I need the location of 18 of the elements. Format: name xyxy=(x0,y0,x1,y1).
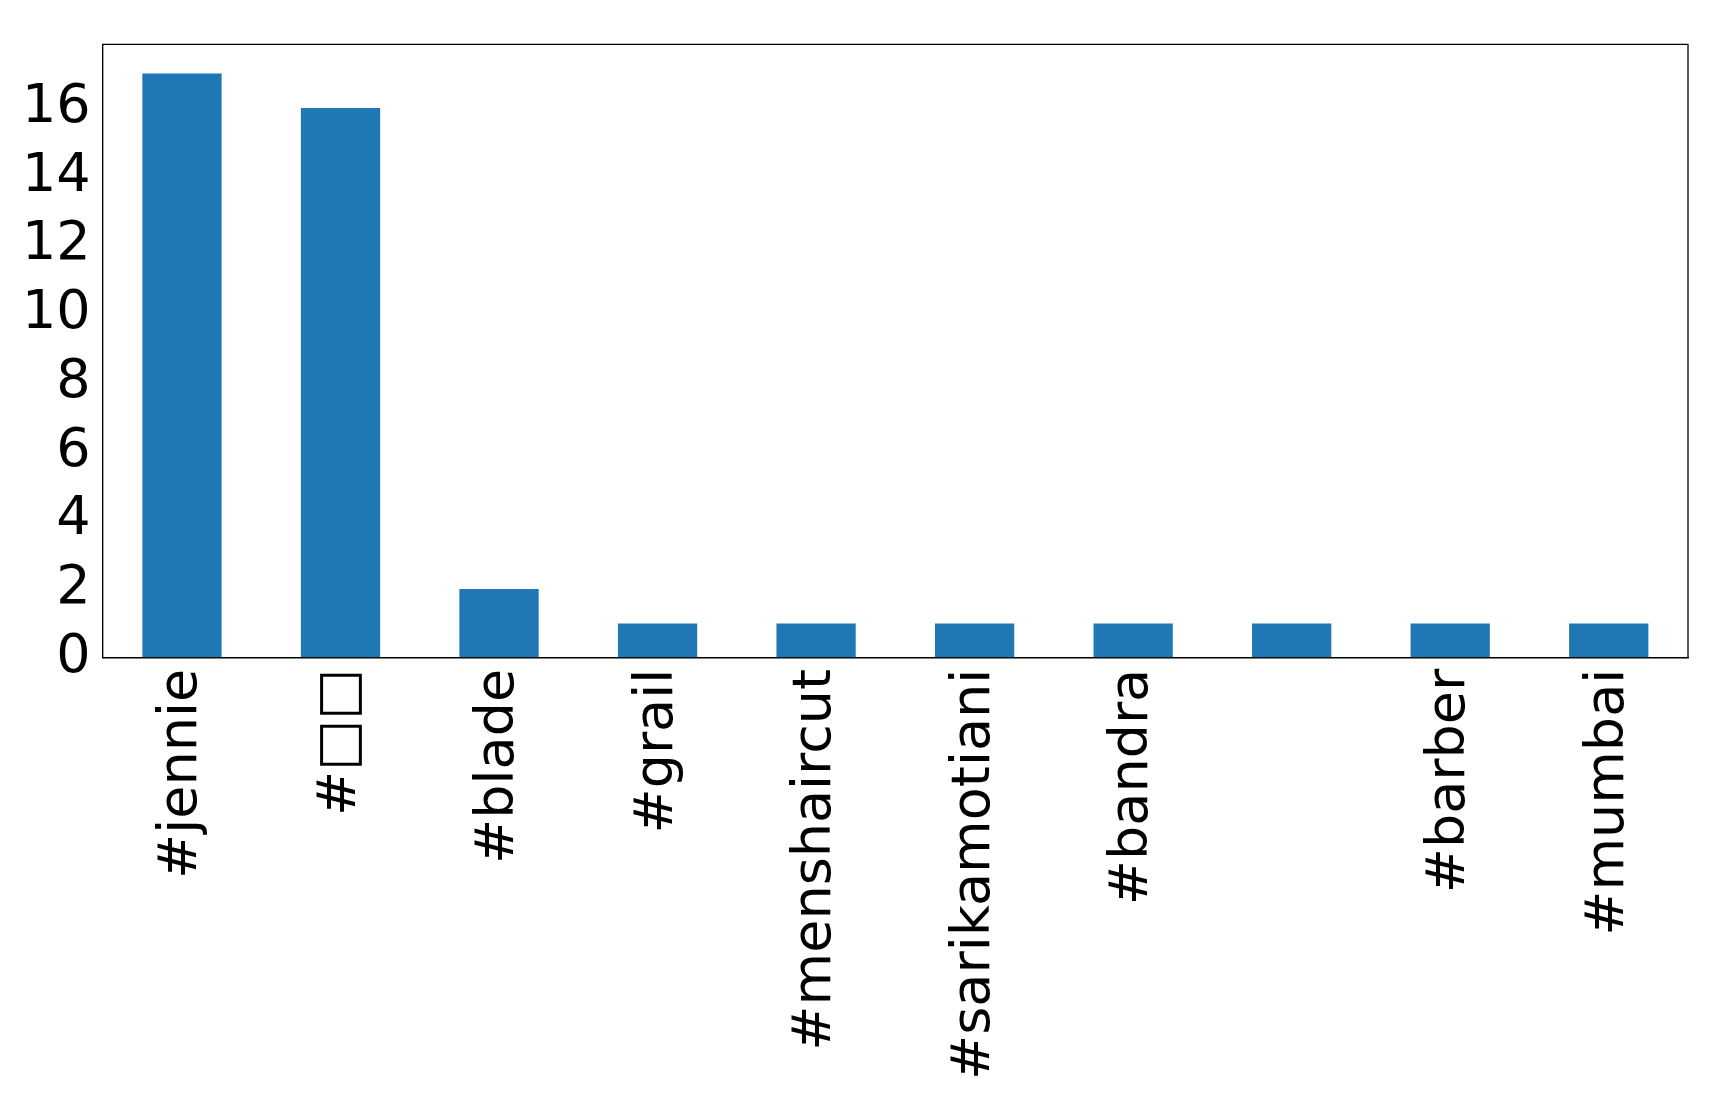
x-tick-label: #barber xyxy=(1414,667,1478,894)
y-tick-label: 16 xyxy=(21,72,91,135)
y-tick-label: 2 xyxy=(56,553,91,617)
y-tick-label: 4 xyxy=(56,484,91,548)
x-tick-label: #□□ xyxy=(304,668,368,817)
y-tick-label: 6 xyxy=(56,415,91,479)
y-tick-label: 14 xyxy=(21,140,91,204)
y-tick-label: 10 xyxy=(21,278,91,342)
y-tick-label: 0 xyxy=(56,621,91,685)
y-tick-label: 8 xyxy=(56,346,91,410)
x-tick-label: #bandra xyxy=(1097,668,1161,906)
x-tick-label: #jennie xyxy=(146,668,210,879)
x-tick-label: #mumbai xyxy=(1572,668,1636,936)
x-tick-label: #sarikamotiani xyxy=(938,668,1002,1081)
x-tick-label: #grail xyxy=(621,668,685,834)
x-tick-label: #menshaircut xyxy=(780,668,844,1051)
y-tick-label: 12 xyxy=(21,209,91,273)
x-tick-label: #blade xyxy=(463,668,527,864)
